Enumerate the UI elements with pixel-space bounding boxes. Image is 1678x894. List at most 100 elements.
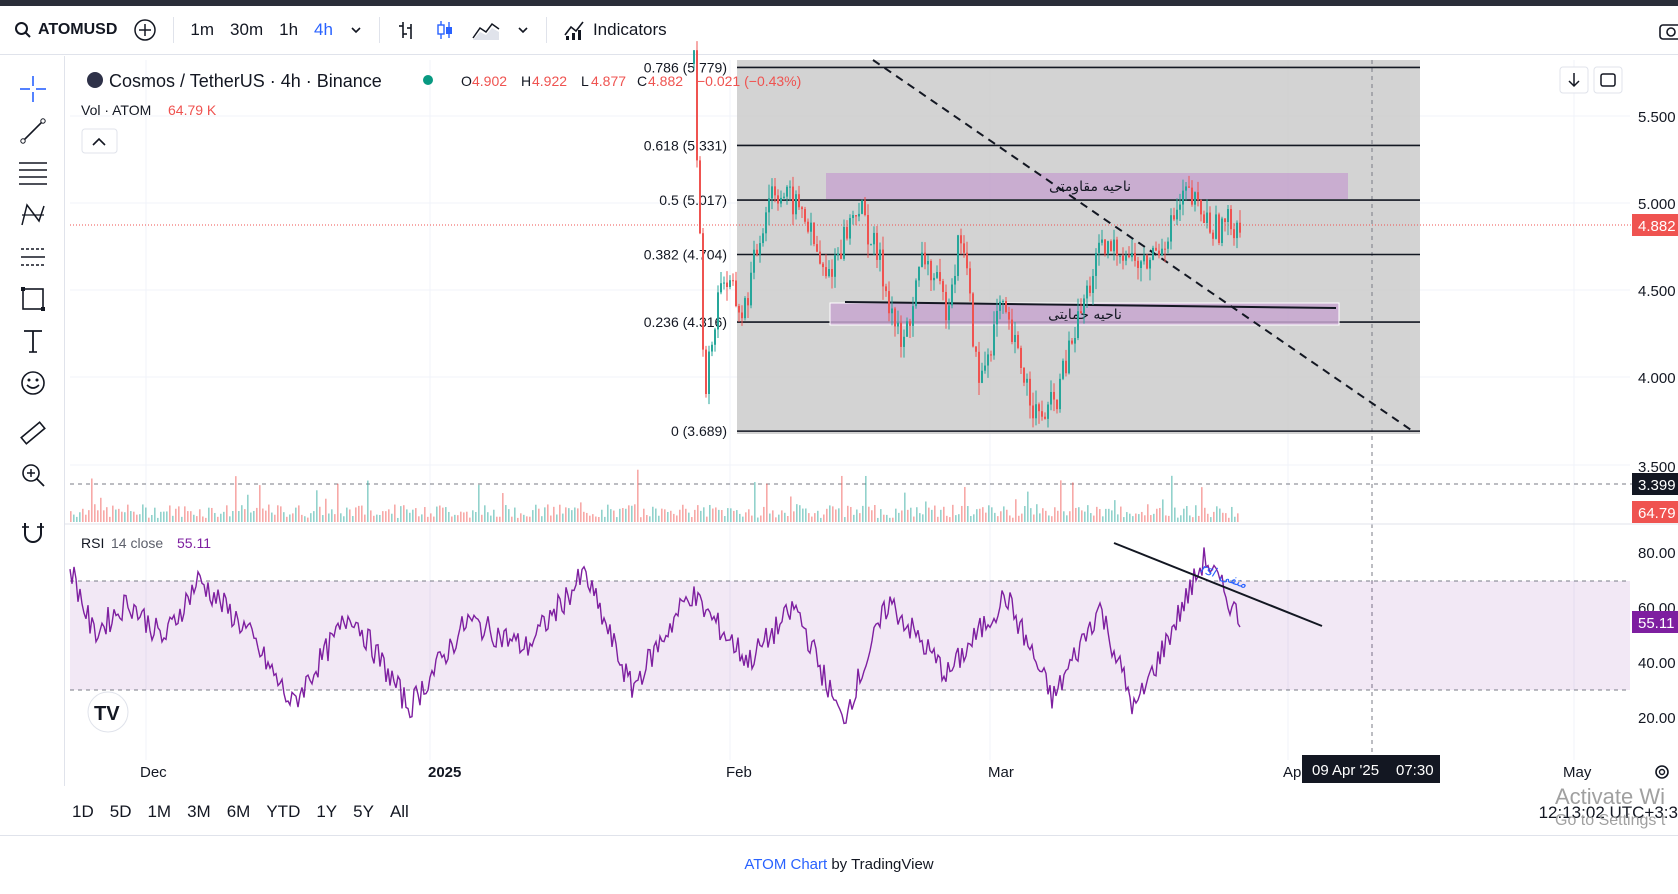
snapshot-button[interactable] [1650,6,1678,54]
candle-body [921,252,923,267]
time-axis[interactable]: Dec 2025 Feb Mar Apr May 09 Apr '25 07:3… [140,755,1669,783]
volume-bar [958,514,960,522]
scroll-to-latest-button[interactable] [1559,66,1589,94]
support-trendline[interactable] [844,301,1337,309]
pair-title[interactable]: Cosmos / TetherUS · 4h · Binance [109,71,382,91]
symbol-search-button[interactable]: ATOMUSD [0,6,125,54]
candle-body [963,243,965,253]
volume-bar [493,509,495,522]
atom-chart-link[interactable]: ATOM Chart [744,856,828,873]
candle-body [867,215,869,245]
ohlc-c-value: 4.882 [648,73,683,89]
forecast-icon [21,248,45,266]
volume-bar [442,507,444,522]
candle-body [981,370,983,383]
downtrend-dashed-line[interactable] [872,59,1415,433]
volume-bar [1048,515,1050,522]
interval-4h[interactable]: 4h [306,6,341,54]
volume-bar [934,505,936,522]
volume-bar [658,515,660,522]
compare-symbol-button[interactable] [125,6,165,54]
range-all[interactable]: All [389,802,409,821]
volume-bar [310,513,312,522]
axis-settings-icon[interactable] [1655,765,1669,779]
volume-bar [1021,513,1023,522]
volume-bar [205,517,207,522]
range-ytd[interactable]: YTD [266,802,301,821]
candle-body [837,253,839,256]
trend-line-tool[interactable] [16,114,50,148]
candles-chart-type-button[interactable] [426,6,464,54]
fib-retracement-box[interactable] [737,60,1420,434]
range-3m[interactable]: 3M [187,802,211,821]
range-6m[interactable]: 6M [226,802,251,821]
interval-1h[interactable]: 1h [271,6,306,54]
volume-bar [253,510,255,522]
ohlc-l-label: L [581,73,589,89]
candle-body [765,212,767,234]
volume-bar [124,512,126,522]
magnet-tool[interactable] [16,516,50,550]
candle-body [900,322,902,347]
rectangle-tool[interactable] [16,282,50,316]
candle-body [852,215,854,219]
drawing-tools-sidebar [0,56,65,786]
forecast-tool[interactable] [16,240,50,274]
candle-body [918,266,920,281]
candle-body [1176,209,1178,220]
candle-body [1134,252,1136,261]
text-tool[interactable] [16,324,50,358]
candle-body [1107,241,1109,254]
indicators-button[interactable]: Indicators [555,6,675,54]
range-5y[interactable]: 5Y [353,802,374,821]
price-axis[interactable]: 5.500 5.000 4.500 4.000 3.500 4.882 3.39… [1632,109,1678,727]
price-candles [693,41,1241,428]
volume-bar [700,510,702,522]
pattern-tool[interactable] [16,198,50,232]
range-1d[interactable]: 1D [72,802,94,821]
collapse-legend-button[interactable] [81,128,118,154]
emoji-tool[interactable] [16,366,50,400]
volume-bar [712,508,714,522]
range-1y[interactable]: 1Y [316,802,338,821]
volume-bar [121,511,123,522]
volume-bar [889,517,891,522]
volume-bar [790,496,792,522]
volume-bar [433,516,435,522]
interval-30m[interactable]: 30m [222,6,271,54]
interval-dropdown[interactable] [341,6,371,54]
rsi-divergence-line[interactable] [1113,542,1323,627]
bar-chart-type-button[interactable] [388,6,426,54]
horizontal-lines-tool[interactable] [16,156,50,190]
zoom-tool[interactable] [16,458,50,492]
volume-bar [133,511,135,522]
candle-body [1191,187,1193,205]
measure-tool[interactable] [16,416,50,450]
chart-area[interactable]: 0.786 (5.779) 0.618 (5.331) 0.5 (5.017) 0.3… [0,0,1678,787]
chart-type-dropdown[interactable] [508,6,538,54]
crosshair-tool[interactable] [16,72,50,106]
interval-1m[interactable]: 1m [182,6,222,54]
volume-bar [523,514,525,522]
candle-body [1125,255,1127,261]
resistance-zone[interactable] [826,173,1348,199]
volume-bar [301,514,303,522]
tradingview-logo[interactable]: TV [87,691,129,733]
candle-body [1101,239,1103,243]
candle-body [1032,405,1034,419]
range-1m[interactable]: 1M [147,802,172,821]
timezone-clock[interactable]: 12:13:02 UTC+3:3 [1538,803,1678,822]
candle-body [903,336,905,347]
volume-bar [337,483,339,522]
range-5d[interactable]: 5D [109,802,132,821]
volume-bar [340,513,342,522]
volume-bar [940,509,942,522]
volume-bar [811,516,813,522]
area-chart-type-button[interactable] [464,6,508,54]
candle-body [843,226,845,259]
chevron-down-icon [518,27,528,34]
volume-bar [652,506,654,522]
volume-bar [1138,514,1140,522]
maximize-pane-button[interactable] [1593,66,1623,94]
fib-level-label: 0.5 (5.017) [659,192,727,208]
